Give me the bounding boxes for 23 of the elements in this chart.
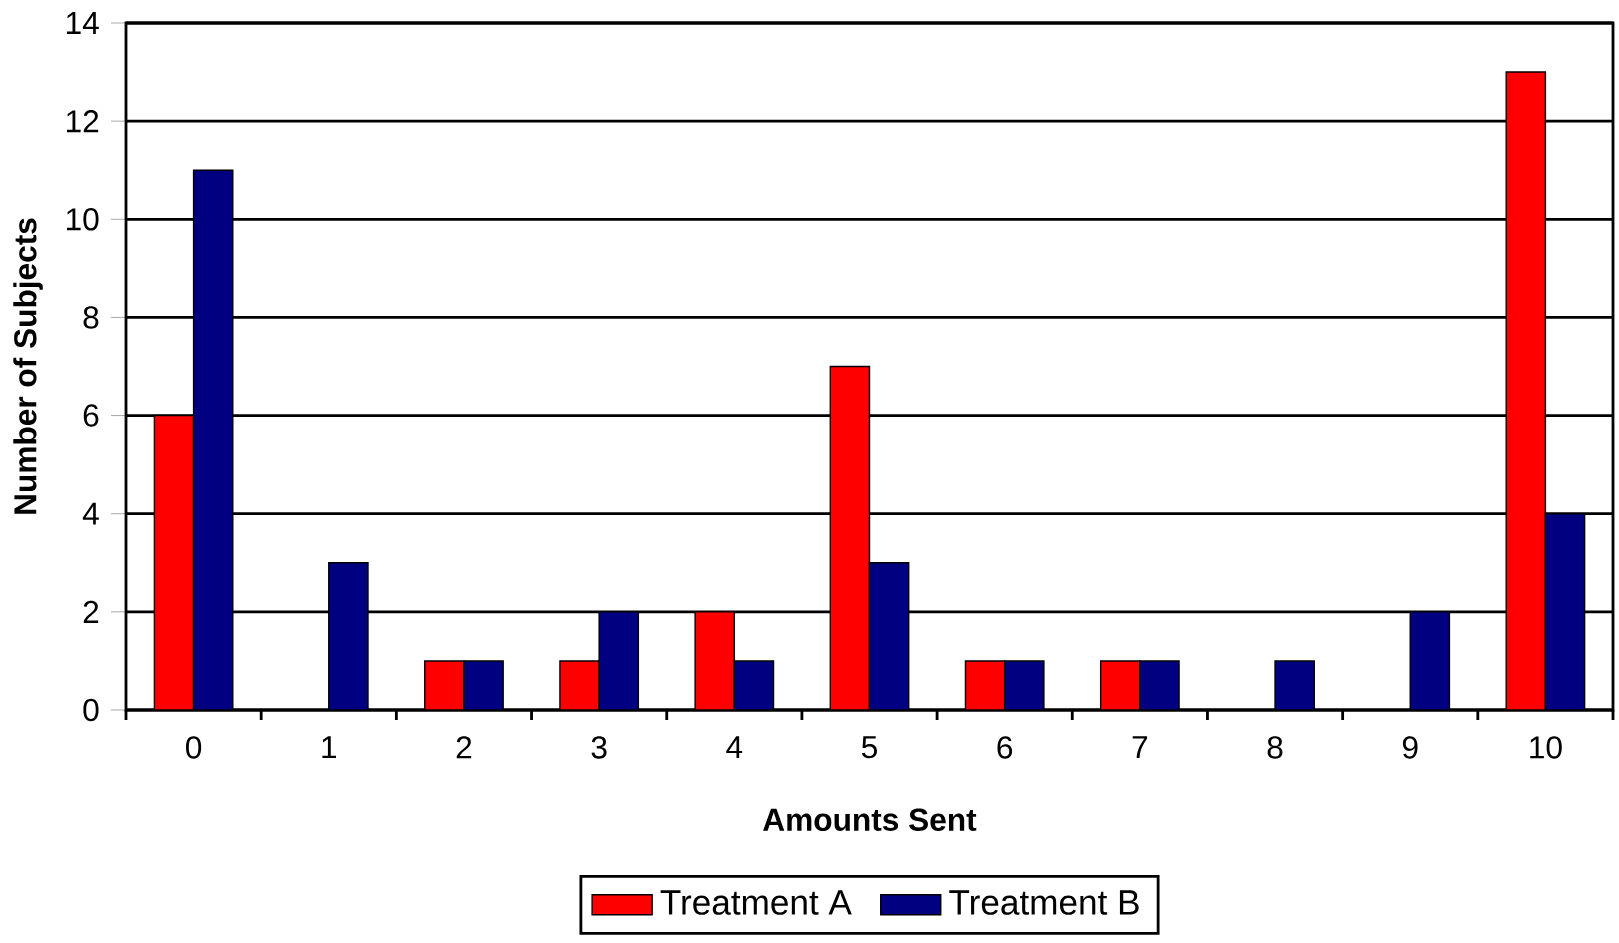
y-tick-label: 12	[67, 110, 99, 133]
x-tick-label: 10	[1530, 736, 1562, 759]
y-tick-label: 14	[67, 12, 99, 34]
y-tick-label: 6	[83, 404, 99, 427]
x-tick-label: 6	[997, 736, 1013, 759]
y-tick-label: 10	[67, 208, 99, 231]
x-tick-label: 7	[1132, 736, 1148, 759]
x-tick-label: 4	[726, 736, 743, 759]
legend-label: Treatment B	[949, 890, 1139, 915]
y-tick-label: 4	[82, 502, 99, 525]
legend-label: Treatment A	[660, 890, 852, 915]
y-axis-title: Number of Subjects	[13, 218, 43, 514]
y-tick-label: 8	[83, 306, 99, 329]
x-tick-label: 2	[456, 736, 472, 759]
x-tick-label: 3	[591, 736, 607, 759]
x-tick-label: 0	[186, 736, 202, 759]
y-tick-label: 0	[83, 698, 99, 722]
y-tick-label: 2	[83, 600, 99, 623]
x-tick-label: 9	[1402, 736, 1418, 759]
x-axis-title: Amounts Sent	[763, 808, 977, 831]
x-tick-label: 8	[1267, 736, 1283, 759]
x-tick-label: 1	[322, 736, 337, 759]
x-tick-label: 5	[861, 736, 877, 759]
